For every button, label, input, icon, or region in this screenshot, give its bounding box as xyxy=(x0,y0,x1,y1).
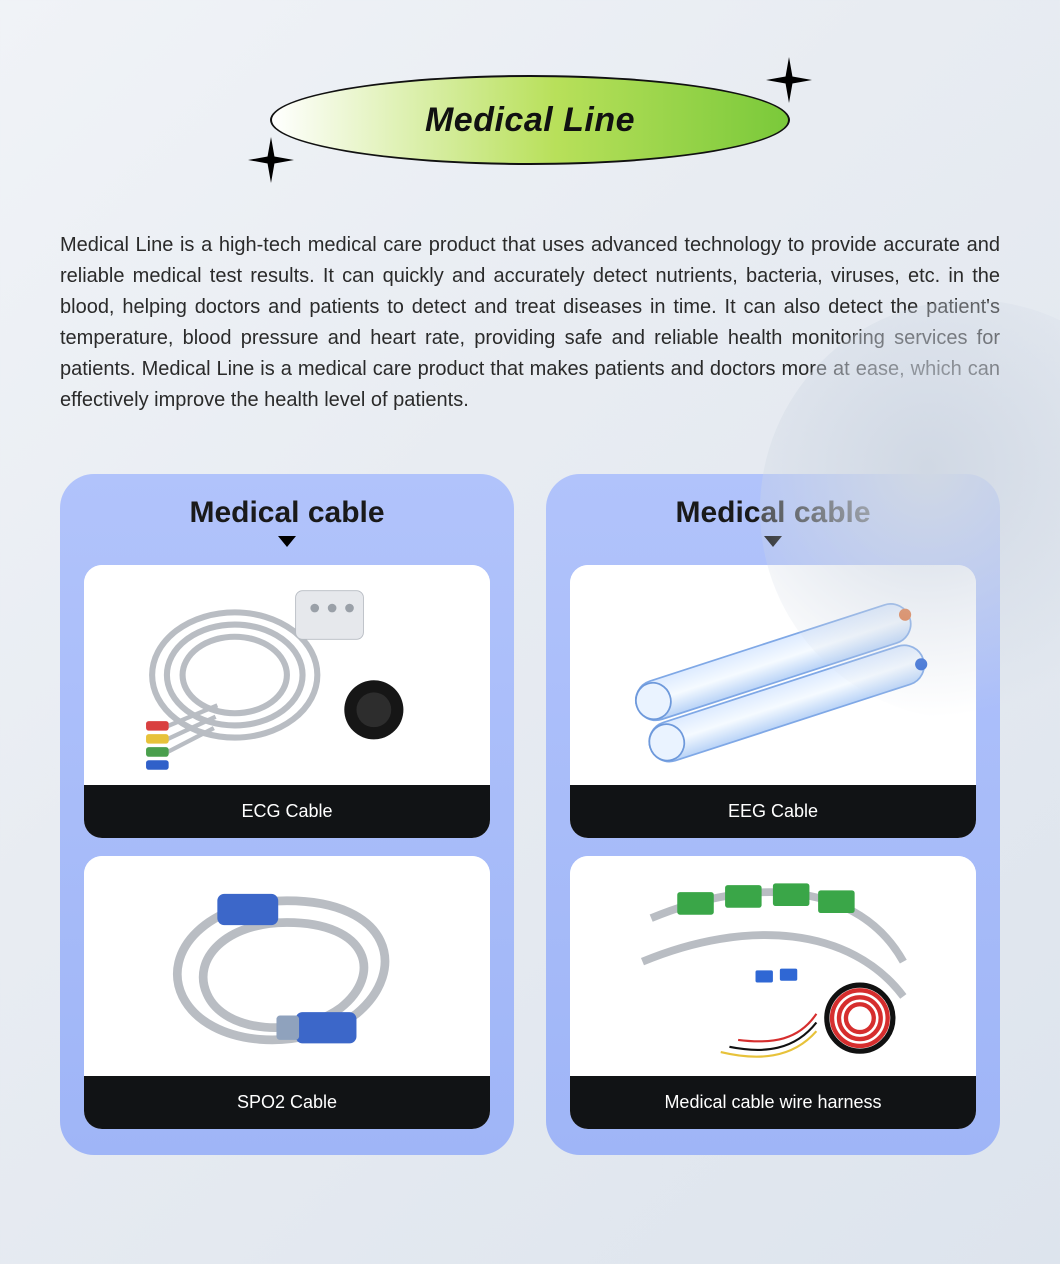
card-title: Medical cable xyxy=(84,496,490,530)
title-ellipse: Medical Line xyxy=(270,75,790,165)
product-image xyxy=(84,856,490,1076)
product-tile: Medical cable wire harness xyxy=(570,856,976,1129)
product-label: ECG Cable xyxy=(84,785,490,838)
product-label: EEG Cable xyxy=(570,785,976,838)
product-image xyxy=(570,856,976,1076)
card-title: Medical cable xyxy=(570,496,976,530)
card-header: Medical cable xyxy=(84,496,490,547)
page-title: Medical Line xyxy=(425,101,635,140)
cards-row: Medical cable xyxy=(0,446,1060,1155)
chevron-down-icon xyxy=(278,536,296,547)
product-label: Medical cable wire harness xyxy=(570,1076,976,1129)
product-image xyxy=(570,565,976,785)
product-image xyxy=(84,565,490,785)
card-header: Medical cable xyxy=(570,496,976,547)
sparkle-icon xyxy=(766,57,812,103)
sparkle-icon xyxy=(248,137,294,183)
hero: Medical Line xyxy=(0,0,1060,180)
card-right: Medical cable xyxy=(546,474,1000,1155)
description-text: Medical Line is a high-tech medical care… xyxy=(0,180,1060,446)
product-tile: EEG Cable xyxy=(570,565,976,838)
product-label: SPO2 Cable xyxy=(84,1076,490,1129)
product-tile: ECG Cable xyxy=(84,565,490,838)
title-ellipse-bg: Medical Line xyxy=(270,75,790,165)
chevron-down-icon xyxy=(764,536,782,547)
product-tile: SPO2 Cable xyxy=(84,856,490,1129)
card-left: Medical cable xyxy=(60,474,514,1155)
